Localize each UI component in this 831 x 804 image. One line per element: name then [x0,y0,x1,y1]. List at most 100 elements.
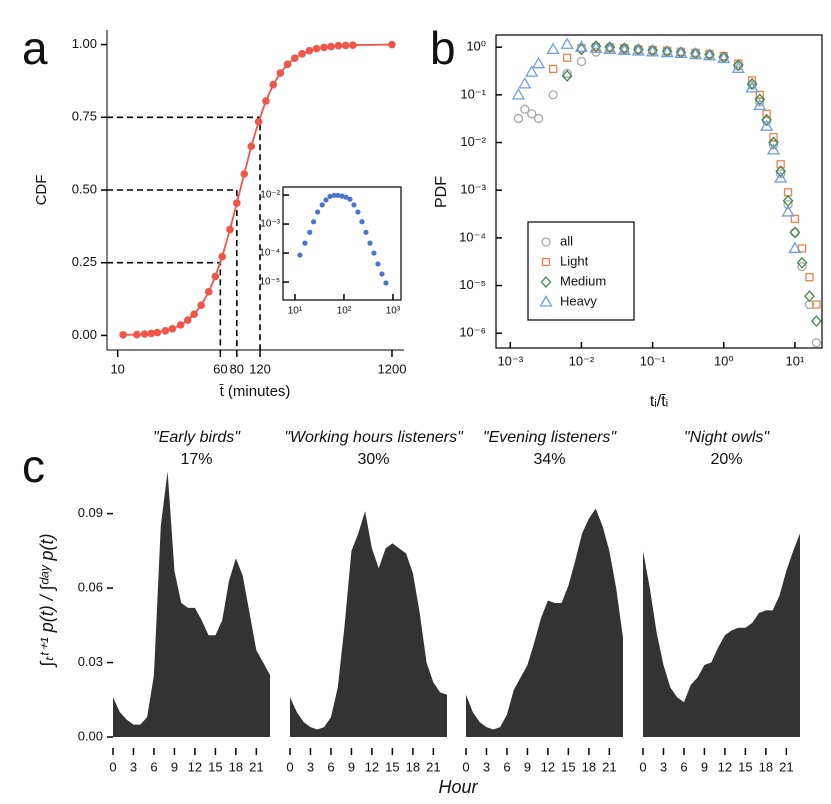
marker-triangle [781,205,795,217]
data-point [305,46,314,55]
marker-square [755,90,764,99]
x-tick-label: 0 [286,759,293,774]
marker-circle [776,169,786,179]
y-tick-label: 0.00 [78,728,103,743]
data-point [161,327,170,335]
x-tick-label: 6 [150,759,157,774]
x-tick-label: 10⁻² [569,353,595,368]
marker-circle [797,261,807,272]
data-point [262,97,270,105]
series-title: "Early birds" [153,429,241,446]
y-tick-label: 10⁰ [466,39,486,54]
x-tick-label: 3 [307,759,314,774]
marker-triangle [766,143,781,155]
x-tick-label: 9 [701,759,708,774]
data-point [290,54,299,63]
marker-triangle [660,45,674,58]
x-tick-label: 6 [503,759,510,774]
guide-line [107,189,238,350]
x-tick-label: 18 [582,759,596,774]
inset-background [283,187,401,300]
data-point [312,44,321,53]
y-tick-label: 10⁻² [260,190,280,201]
x-tick-label: 10⁻³ [497,353,523,368]
marker-circle [520,104,530,114]
x-tick-label: 18 [229,759,243,774]
data-point [247,142,256,151]
data-point [140,330,149,338]
x-tick-label: 10¹ [288,306,303,317]
marker-diamond [746,77,758,90]
x-tick-label: 120 [249,361,271,376]
marker-square [790,214,800,224]
data-point [302,240,308,246]
data-point [371,250,377,256]
x-tick-label: 12 [541,759,555,774]
marker-triangle [546,42,560,55]
marker-triangle [717,51,731,64]
data-point [204,288,213,296]
x-tick-label: 15 [385,759,399,774]
y-tick-label: 0.09 [78,505,103,520]
x-tick-label: 12 [188,759,202,774]
data-point [183,316,192,324]
y-tick-label: 10⁻⁴ [259,248,280,259]
marker-triangle [525,65,539,77]
data-point [335,192,341,198]
marker-square [769,132,778,142]
data-point [147,329,156,338]
y-tick-label: 10⁻¹ [460,86,486,101]
data-point [190,310,198,319]
marker-circle [541,237,551,247]
data-point [359,219,365,225]
series-title: "Working hours listeners" [284,429,464,446]
marker-triangle [531,56,546,69]
data-point [327,193,333,200]
x-tick-label: 21 [602,759,616,774]
data-point [341,41,350,50]
y-tick-label: 10⁻⁵ [259,277,280,288]
x-tick-label: 10⁰ [714,353,734,368]
data-point [254,117,263,126]
data-point [197,301,206,310]
marker-diamond [590,40,602,53]
x-tick-label: 9 [524,759,531,774]
area [290,511,447,737]
data-point [269,80,278,89]
data-point [331,192,337,198]
marker-diamond [540,276,552,288]
y-tick-label: 10⁻⁵ [459,277,486,292]
data-point [347,196,353,202]
data-point [388,40,396,49]
marker-triangle [574,40,589,52]
marker-circle [811,338,822,348]
data-point [355,209,361,215]
marker-circle [527,109,537,119]
data-point [323,197,329,203]
x-tick-label: 18 [406,759,420,774]
x-axis-label: t̄ (minutes) [218,383,290,400]
marker-diamond [789,226,801,239]
marker-square [747,76,757,85]
marker-triangle [539,295,553,307]
marker-triangle [674,46,688,59]
marker-triangle [688,47,703,60]
marker-triangle [617,43,631,55]
series-share: 34% [533,451,565,468]
data-point [320,43,328,52]
x-tick-label: 80 [230,361,244,376]
data-point [297,252,303,258]
x-tick-label: 15 [738,759,752,774]
x-tick-label: 1200 [378,361,407,376]
y-axis-label: CDF [33,175,50,206]
marker-diamond [561,69,573,82]
data-point [349,41,357,49]
y-tick-label: 0.75 [72,109,97,124]
x-tick-label: 10 [110,361,124,376]
panel-letter: b [430,22,456,74]
x-tick-label: 3 [130,759,137,774]
marker-circle [533,113,544,124]
data-point [327,42,335,51]
x-tick-label: 21 [426,759,440,774]
